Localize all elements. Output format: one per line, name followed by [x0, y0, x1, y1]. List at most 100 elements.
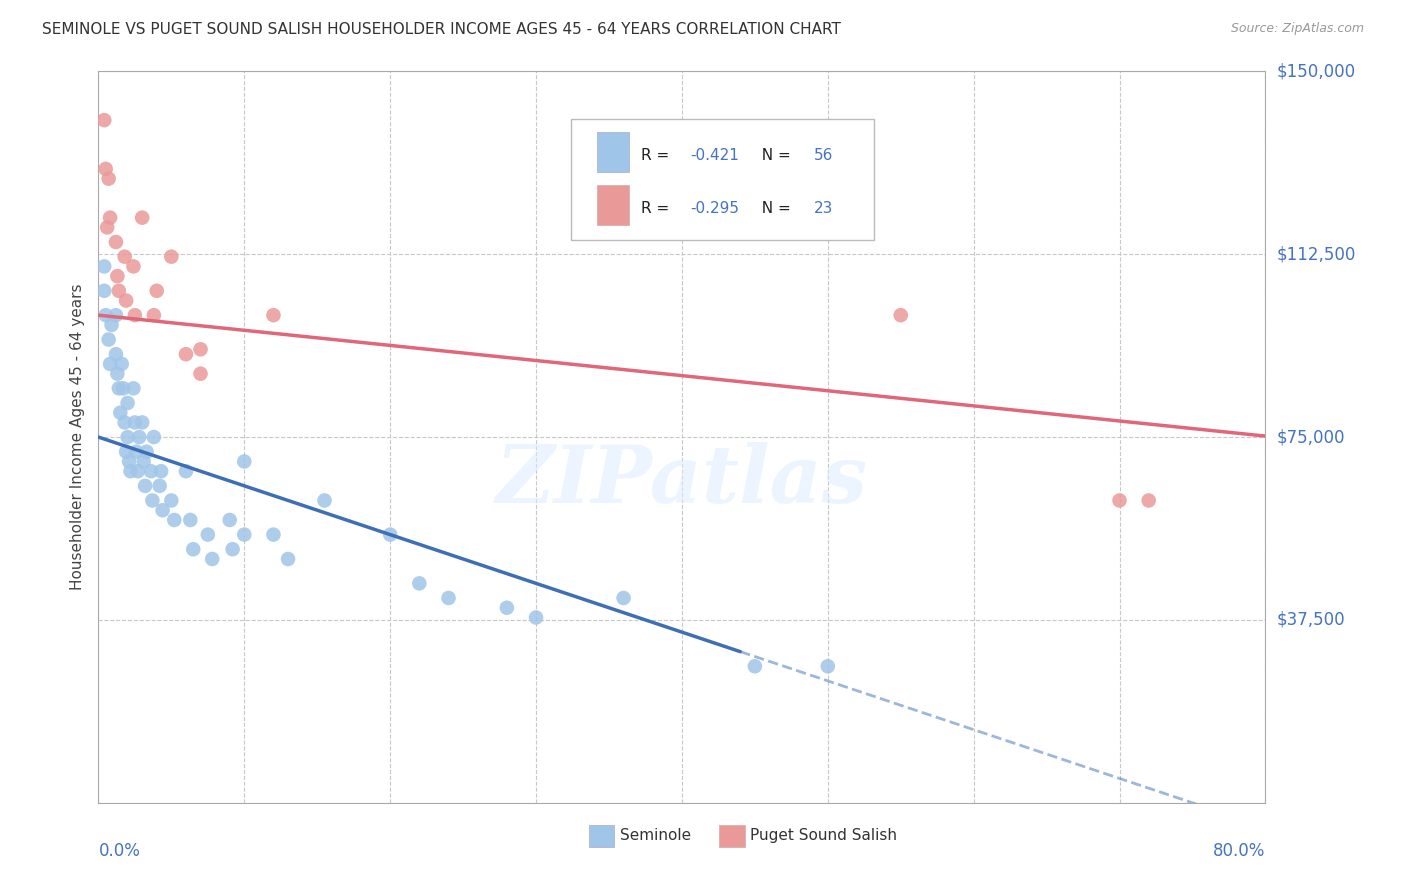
- Point: [105, 367, 128, 381]
- Text: N =: N =: [752, 148, 796, 163]
- Bar: [589, 825, 614, 847]
- Y-axis label: Householder Income Ages 45 - 64 years: Householder Income Ages 45 - 64 years: [69, 284, 84, 591]
- Text: -0.421: -0.421: [690, 148, 740, 163]
- Bar: [720, 825, 745, 847]
- Point: [122, 260, 145, 274]
- Text: Source: ZipAtlas.com: Source: ZipAtlas.com: [1230, 22, 1364, 36]
- Point: [163, 513, 186, 527]
- Point: [314, 493, 336, 508]
- Point: [524, 610, 547, 624]
- Point: [108, 284, 131, 298]
- Point: [131, 211, 153, 225]
- Point: [135, 444, 157, 458]
- Point: [437, 591, 460, 605]
- Text: N =: N =: [752, 202, 796, 217]
- Point: [117, 430, 139, 444]
- Point: [112, 381, 135, 395]
- Point: [104, 235, 127, 249]
- Text: 56: 56: [814, 148, 834, 163]
- Point: [93, 113, 115, 128]
- Point: [221, 542, 243, 557]
- Point: [146, 284, 169, 298]
- Point: [120, 464, 142, 478]
- Point: [817, 659, 839, 673]
- Point: [142, 430, 165, 444]
- Point: [612, 591, 634, 605]
- Point: [94, 308, 117, 322]
- Text: 80.0%: 80.0%: [1213, 842, 1265, 860]
- Point: [139, 464, 162, 478]
- Point: [105, 269, 128, 284]
- Point: [262, 308, 284, 322]
- Point: [93, 260, 115, 274]
- Point: [108, 381, 131, 395]
- Point: [131, 416, 153, 430]
- Point: [104, 347, 127, 361]
- Point: [132, 454, 155, 468]
- Point: [97, 333, 120, 347]
- Point: [201, 552, 224, 566]
- Point: [197, 527, 219, 541]
- Point: [98, 357, 121, 371]
- Point: [744, 659, 766, 673]
- Point: [408, 576, 430, 591]
- Point: [190, 343, 212, 357]
- Point: [114, 250, 136, 264]
- Point: [125, 444, 148, 458]
- Text: Seminole: Seminole: [620, 828, 692, 843]
- Point: [890, 308, 912, 322]
- Point: [262, 527, 284, 541]
- Text: 23: 23: [814, 202, 834, 217]
- Point: [150, 464, 173, 478]
- Point: [117, 396, 139, 410]
- Point: [110, 406, 132, 420]
- Point: [94, 161, 117, 176]
- Point: [115, 444, 138, 458]
- Point: [152, 503, 174, 517]
- Bar: [596, 185, 630, 225]
- Text: Puget Sound Salish: Puget Sound Salish: [749, 828, 897, 843]
- Point: [141, 493, 163, 508]
- Text: $37,500: $37,500: [1277, 611, 1346, 629]
- Bar: [596, 132, 630, 172]
- Point: [128, 430, 150, 444]
- Point: [100, 318, 122, 332]
- Point: [104, 308, 127, 322]
- Point: [118, 454, 141, 468]
- Point: [174, 464, 197, 478]
- Point: [111, 357, 134, 371]
- Point: [380, 527, 402, 541]
- Text: R =: R =: [641, 202, 675, 217]
- Point: [1137, 493, 1160, 508]
- Point: [179, 513, 201, 527]
- Point: [98, 211, 121, 225]
- Point: [277, 552, 299, 566]
- Text: $112,500: $112,500: [1277, 245, 1355, 263]
- Point: [115, 293, 138, 308]
- FancyBboxPatch shape: [571, 119, 875, 240]
- Point: [114, 416, 136, 430]
- Text: R =: R =: [641, 148, 675, 163]
- Point: [181, 542, 204, 557]
- Text: SEMINOLE VS PUGET SOUND SALISH HOUSEHOLDER INCOME AGES 45 - 64 YEARS CORRELATION: SEMINOLE VS PUGET SOUND SALISH HOUSEHOLD…: [42, 22, 841, 37]
- Point: [496, 600, 519, 615]
- Point: [93, 284, 115, 298]
- Point: [124, 308, 146, 322]
- Point: [190, 367, 212, 381]
- Text: ZIPatlas: ZIPatlas: [496, 442, 868, 520]
- Point: [96, 220, 118, 235]
- Point: [233, 454, 256, 468]
- Text: $150,000: $150,000: [1277, 62, 1355, 80]
- Point: [174, 347, 197, 361]
- Point: [97, 171, 120, 186]
- Point: [149, 479, 172, 493]
- Text: 0.0%: 0.0%: [98, 842, 141, 860]
- Point: [142, 308, 165, 322]
- Point: [160, 250, 183, 264]
- Point: [233, 527, 256, 541]
- Point: [124, 416, 146, 430]
- Point: [160, 493, 183, 508]
- Point: [1108, 493, 1130, 508]
- Point: [127, 464, 149, 478]
- Point: [122, 381, 145, 395]
